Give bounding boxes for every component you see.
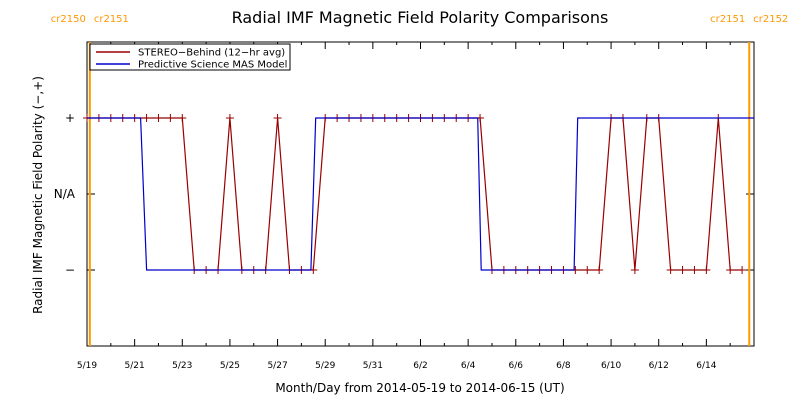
x-tick-label: 6/12 bbox=[649, 361, 669, 371]
carrington-label-left: cr2151 bbox=[710, 14, 745, 25]
data-point bbox=[678, 266, 687, 274]
x-tick-label: 5/31 bbox=[363, 361, 383, 371]
carrington-label-right: cr2152 bbox=[753, 14, 788, 25]
data-point bbox=[225, 114, 234, 122]
x-tick-label: 6/8 bbox=[556, 361, 571, 371]
carrington-label-right: cr2151 bbox=[94, 14, 129, 25]
legend-label: STEREO−Behind (12−hr avg) bbox=[138, 48, 285, 59]
legend-label: Predictive Science MAS Model bbox=[138, 60, 287, 71]
data-point bbox=[583, 266, 592, 274]
y-tick-label: − bbox=[65, 263, 75, 277]
legend: STEREO−Behind (12−hr avg)Predictive Scie… bbox=[89, 43, 291, 71]
series-1 bbox=[87, 117, 754, 271]
y-axis-label: Radial IMF Magnetic Field Polarity (−,+) bbox=[31, 76, 45, 314]
carrington-label-left: cr2150 bbox=[51, 14, 86, 25]
x-axis-label: Month/Day from 2014-05-19 to 2014-06-15 … bbox=[275, 381, 564, 395]
x-tick-label: 6/6 bbox=[509, 361, 524, 371]
x-tick-label: 6/14 bbox=[696, 361, 716, 371]
data-point bbox=[666, 266, 675, 274]
x-tick-label: 5/27 bbox=[267, 361, 287, 371]
x-tick-label: 5/29 bbox=[315, 361, 335, 371]
x-tick-label: 6/4 bbox=[461, 361, 476, 371]
x-tick-label: 5/25 bbox=[220, 361, 240, 371]
data-point bbox=[166, 114, 175, 122]
data-point bbox=[273, 114, 282, 122]
data-point bbox=[726, 266, 735, 274]
x-tick-label: 5/19 bbox=[77, 361, 97, 371]
carrington-labels: cr2150 cr2151 cr2151 cr2152 bbox=[51, 14, 789, 25]
series-layer bbox=[83, 114, 754, 274]
data-point bbox=[142, 114, 151, 122]
x-tick-label: 5/23 bbox=[172, 361, 192, 371]
x-tick-label: 6/2 bbox=[413, 361, 427, 371]
data-point bbox=[178, 114, 187, 122]
data-point bbox=[690, 266, 699, 274]
data-point bbox=[154, 114, 163, 122]
y-tick-label: + bbox=[65, 111, 75, 125]
carrington-marker-lines bbox=[88, 42, 751, 346]
data-point bbox=[702, 266, 711, 274]
legend-box bbox=[89, 43, 291, 71]
series-line bbox=[87, 117, 754, 271]
data-point bbox=[630, 266, 639, 274]
x-tick-label: 5/21 bbox=[125, 361, 145, 371]
data-point bbox=[595, 266, 604, 274]
data-point bbox=[738, 266, 747, 274]
y-tick-label: N/A bbox=[54, 187, 76, 201]
x-axis-ticks: 5/19 5/21 5/23 5/25 5/27 5/29 5/31 6/2 6/4 6/6 6/8… bbox=[77, 42, 731, 371]
x-tick-label: 6/10 bbox=[601, 361, 621, 371]
chart-title: Radial IMF Magnetic Field Polarity Compa… bbox=[232, 8, 609, 27]
